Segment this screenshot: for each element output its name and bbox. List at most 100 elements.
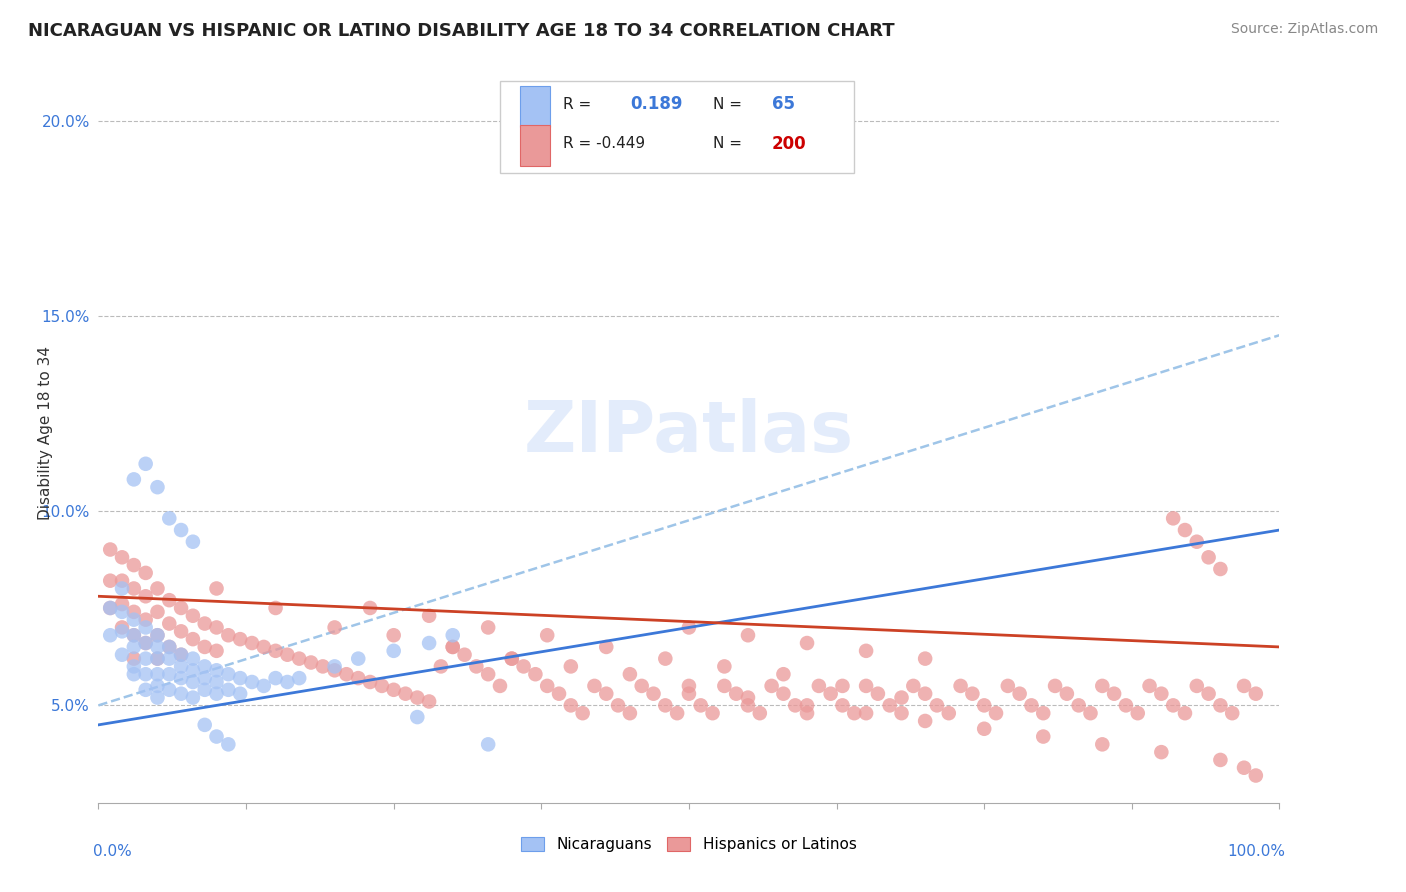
Point — [111, 605, 134, 619]
Point — [725, 687, 748, 701]
Point — [181, 632, 204, 647]
Point — [465, 659, 488, 673]
Point — [855, 706, 877, 721]
Point — [229, 632, 252, 647]
Point — [122, 582, 145, 596]
Point — [831, 698, 853, 713]
Point — [194, 718, 217, 732]
Point — [1150, 687, 1173, 701]
Point — [1091, 737, 1114, 751]
Point — [359, 601, 381, 615]
Point — [181, 534, 204, 549]
Point — [347, 651, 370, 665]
Point — [1056, 687, 1078, 701]
Point — [1174, 706, 1197, 721]
Point — [702, 706, 724, 721]
Point — [122, 628, 145, 642]
Point — [98, 574, 121, 588]
Point — [796, 706, 818, 721]
Point — [98, 628, 121, 642]
FancyBboxPatch shape — [520, 86, 550, 127]
Point — [382, 644, 405, 658]
Point — [323, 620, 346, 634]
Point — [1067, 698, 1090, 713]
Point — [146, 605, 169, 619]
Point — [276, 648, 298, 662]
Point — [323, 663, 346, 677]
Point — [217, 628, 239, 642]
Point — [170, 601, 193, 615]
Text: 100.0%: 100.0% — [1227, 844, 1285, 858]
Point — [157, 682, 180, 697]
Point — [135, 636, 157, 650]
Point — [796, 636, 818, 650]
Point — [619, 706, 641, 721]
Point — [146, 480, 169, 494]
Point — [1126, 706, 1149, 721]
Point — [1185, 534, 1208, 549]
Point — [560, 659, 582, 673]
Point — [205, 663, 228, 677]
Point — [855, 644, 877, 658]
Point — [441, 640, 464, 654]
Point — [122, 659, 145, 673]
Point — [890, 690, 912, 705]
Point — [217, 667, 239, 681]
Point — [240, 636, 263, 650]
Point — [890, 706, 912, 721]
Point — [713, 659, 735, 673]
Point — [122, 651, 145, 665]
Point — [1185, 679, 1208, 693]
Point — [135, 667, 157, 681]
Point — [441, 640, 464, 654]
Point — [205, 620, 228, 634]
Point — [737, 698, 759, 713]
Point — [595, 640, 617, 654]
Point — [949, 679, 972, 693]
Point — [973, 722, 995, 736]
Point — [997, 679, 1019, 693]
Point — [146, 628, 169, 642]
Text: 65: 65 — [772, 95, 794, 113]
Point — [157, 616, 180, 631]
Point — [713, 679, 735, 693]
Point — [170, 671, 193, 685]
Text: R = -0.449: R = -0.449 — [562, 136, 645, 151]
Point — [820, 687, 842, 701]
Point — [418, 608, 440, 623]
Point — [879, 698, 901, 713]
Point — [111, 597, 134, 611]
Point — [785, 698, 807, 713]
Point — [157, 667, 180, 681]
Point — [796, 698, 818, 713]
Point — [1198, 550, 1220, 565]
Point — [1150, 745, 1173, 759]
Point — [678, 687, 700, 701]
Point — [217, 737, 239, 751]
Text: R =: R = — [562, 97, 591, 112]
Point — [1209, 562, 1232, 576]
Point — [1174, 523, 1197, 537]
Point — [501, 651, 523, 665]
Point — [1008, 687, 1031, 701]
Point — [194, 616, 217, 631]
Point — [205, 675, 228, 690]
Point — [111, 648, 134, 662]
Point — [973, 698, 995, 713]
Point — [1032, 706, 1054, 721]
Point — [678, 679, 700, 693]
Point — [772, 687, 794, 701]
Point — [170, 687, 193, 701]
Point — [359, 675, 381, 690]
Point — [595, 687, 617, 701]
Point — [524, 667, 547, 681]
Point — [323, 659, 346, 673]
Point — [170, 648, 193, 662]
Point — [394, 687, 416, 701]
Point — [1161, 698, 1184, 713]
Point — [536, 628, 558, 642]
Point — [678, 620, 700, 634]
Point — [205, 730, 228, 744]
Point — [264, 601, 287, 615]
Point — [1043, 679, 1066, 693]
